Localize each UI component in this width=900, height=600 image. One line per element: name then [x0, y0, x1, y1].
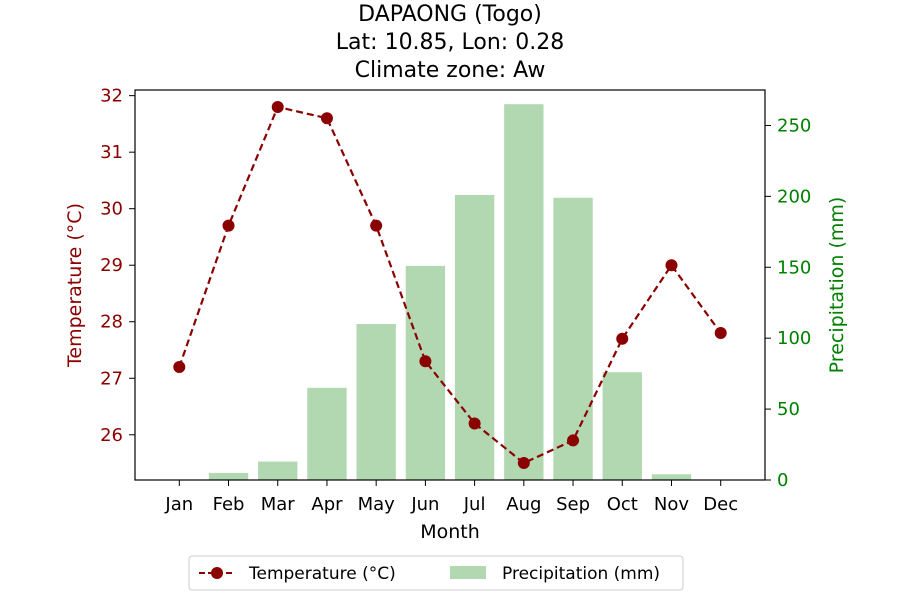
x-tick-label: Oct [607, 494, 638, 515]
title-line-1: DAPAONG (Togo) [358, 2, 542, 27]
precip-tick-label: 200 [777, 186, 811, 207]
legend: Temperature (°C) Precipitation (mm) [188, 555, 684, 591]
temp-point-may [370, 219, 383, 232]
x-axis: Jan Feb Mar Apr May Jun Jul Aug Sep Oct Nov Dec [164, 480, 738, 515]
precipitation-bars [208, 104, 692, 481]
temp-point-sep [567, 434, 580, 447]
x-tick-label: Dec [703, 494, 738, 515]
title-line-2: Lat: 10.85, Lon: 0.28 [336, 30, 564, 55]
legend-box [188, 555, 684, 591]
temp-point-feb [222, 219, 235, 232]
precip-tick-label: 50 [777, 399, 800, 420]
precip-bar-sep [553, 197, 593, 481]
legend-temp-label: Temperature (°C) [248, 564, 396, 584]
temp-point-aug [517, 457, 530, 470]
temp-point-dec [714, 327, 727, 340]
x-tick-label: Feb [213, 494, 245, 515]
x-axis-label: Month [420, 521, 480, 543]
right-axis-label: Precipitation (mm) [826, 197, 848, 374]
x-tick-label: Jan [164, 494, 193, 515]
precip-bar-nov [651, 474, 692, 480]
temp-point-nov [665, 259, 678, 272]
temp-point-mar [271, 100, 284, 113]
temp-tick-label: 28 [100, 312, 123, 333]
temperature-line [173, 100, 727, 470]
precip-bar-jul [454, 194, 495, 481]
legend-precip-swatch [450, 566, 486, 579]
left-axis-label: Temperature (°C) [64, 203, 86, 368]
legend-precip-label: Precipitation (mm) [502, 564, 660, 584]
plot-frame [134, 89, 766, 481]
precip-bar-may [356, 324, 396, 480]
precipitation-axis: 0 50 100 150 200 250 [765, 115, 811, 491]
temperature-series-line [178, 105, 722, 465]
precip-bar-oct [602, 372, 642, 480]
x-tick-label: May [358, 494, 396, 515]
precip-bar-jun [405, 265, 446, 480]
precip-tick-label: 250 [777, 115, 811, 136]
temp-point-jun [419, 355, 432, 368]
legend-temp-marker [211, 567, 223, 579]
x-tick-label: Mar [261, 494, 296, 515]
x-tick-label: Sep [556, 494, 590, 515]
x-tick-label: Aug [506, 494, 541, 515]
precip-bar-mar [258, 461, 298, 480]
temp-tick-label: 31 [100, 142, 123, 163]
temp-point-jan [173, 360, 186, 373]
temp-tick-label: 29 [100, 255, 123, 276]
precip-tick-label: 150 [777, 257, 811, 278]
precip-bar-aug [504, 104, 544, 480]
temp-tick-label: 26 [100, 425, 123, 446]
precip-bar-feb [208, 472, 249, 480]
temp-tick-label: 30 [100, 199, 123, 220]
x-tick-label: Nov [654, 494, 689, 515]
x-tick-label: Jun [410, 494, 439, 515]
precip-tick-label: 100 [777, 328, 811, 349]
temp-point-oct [616, 332, 629, 345]
temp-point-apr [320, 112, 333, 125]
chart-title: DAPAONG (Togo) Lat: 10.85, Lon: 0.28 Cli… [336, 2, 564, 83]
title-line-3: Climate zone: Aw [355, 58, 546, 83]
x-tick-label: Jul [463, 494, 486, 515]
precip-tick-label: 0 [777, 470, 788, 491]
temp-tick-label: 27 [100, 368, 123, 389]
temperature-axis: 26 27 28 29 30 31 32 [100, 86, 135, 446]
precip-bar-apr [307, 387, 347, 480]
x-tick-label: Apr [311, 494, 343, 515]
temp-tick-label: 32 [100, 86, 123, 107]
temp-point-jul [468, 417, 481, 430]
